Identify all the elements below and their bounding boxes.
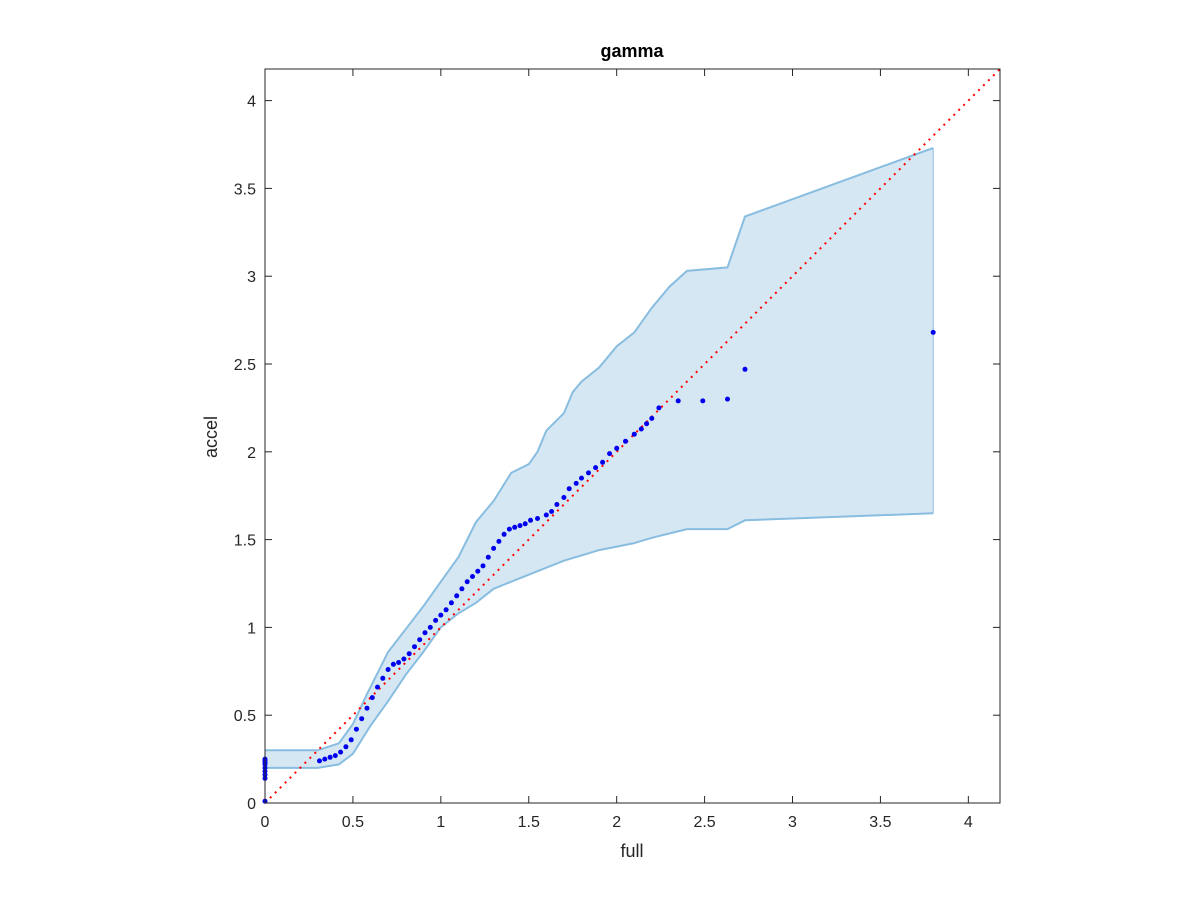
- data-point: [322, 756, 328, 762]
- y-tick-label: 1: [247, 620, 256, 637]
- data-point: [338, 749, 344, 755]
- confidence-band-lower: [265, 512, 934, 769]
- data-point: [485, 554, 491, 560]
- data-point: [327, 754, 333, 760]
- data-point: [607, 451, 613, 457]
- x-tick-label: 4: [964, 814, 973, 831]
- data-point: [600, 459, 606, 465]
- confidence-band-upper: [265, 147, 934, 752]
- data-point: [470, 574, 475, 579]
- data-point: [535, 516, 540, 521]
- data-point: [353, 726, 359, 732]
- data-point: [512, 524, 518, 530]
- data-point: [332, 753, 338, 759]
- y-tick-label: 3.5: [234, 181, 256, 198]
- data-point: [742, 366, 748, 372]
- data-point: [554, 502, 560, 507]
- x-tick-label: 3.5: [869, 814, 891, 831]
- data-point: [638, 426, 644, 432]
- data-point: [700, 398, 706, 404]
- data-point: [506, 526, 512, 532]
- y-tick-label: 3: [247, 269, 256, 286]
- data-point: [448, 600, 454, 606]
- data-point: [459, 586, 465, 592]
- x-tick-label: 1: [436, 814, 445, 831]
- data-point: [380, 675, 386, 681]
- data-point: [561, 495, 567, 500]
- data-point: [725, 396, 730, 402]
- y-tick-label: 0: [247, 796, 256, 813]
- data-point: [385, 667, 391, 672]
- data-point: [454, 593, 460, 599]
- data-point: [359, 716, 365, 722]
- x-tick-label: 0.5: [342, 814, 364, 831]
- x-tick-label: 0: [261, 814, 270, 831]
- y-tick-label: 0.5: [234, 708, 256, 725]
- data-point: [614, 445, 620, 451]
- data-point: [501, 531, 507, 537]
- data-point: [522, 521, 528, 527]
- data-point: [549, 509, 555, 514]
- data-point: [412, 644, 417, 650]
- chart-title: gamma: [600, 41, 664, 61]
- x-tick-label: 1.5: [518, 814, 540, 831]
- data-point: [422, 630, 428, 636]
- data-point: [573, 480, 579, 486]
- plot-area: [262, 68, 1001, 804]
- y-tick-label: 2: [247, 445, 256, 462]
- data-point: [427, 624, 433, 630]
- data-point: [438, 612, 444, 618]
- data-point: [406, 651, 412, 657]
- data-point: [623, 438, 628, 444]
- data-point: [475, 568, 481, 574]
- x-tick-label: 2: [612, 814, 621, 831]
- data-point: [369, 695, 375, 701]
- data-point: [390, 661, 396, 667]
- data-point: [644, 421, 650, 427]
- x-axis-label: full: [620, 841, 643, 861]
- y-axis-label: accel: [201, 416, 221, 458]
- data-point: [579, 475, 584, 481]
- data-point: [649, 415, 655, 421]
- data-point: [543, 512, 549, 518]
- data-point: [496, 538, 502, 544]
- data-point: [517, 523, 523, 529]
- data-point: [396, 660, 402, 665]
- data-point: [464, 579, 470, 585]
- data-point: [375, 684, 380, 690]
- data-point: [401, 656, 407, 662]
- data-point: [930, 329, 936, 335]
- data-point: [343, 744, 349, 750]
- x-tick-label: 2.5: [693, 814, 715, 831]
- data-point: [317, 758, 322, 764]
- data-point: [566, 486, 572, 492]
- data-point: [417, 637, 423, 643]
- axes-box: [264, 68, 1001, 804]
- x-tick-label: 3: [788, 814, 797, 831]
- data-point: [656, 405, 662, 411]
- data-point: [491, 545, 497, 551]
- data-point: [586, 470, 591, 476]
- y-tick-label: 4: [247, 94, 256, 111]
- axes: 0 0.5 1 1.5 2 2.5 3 3.5 4 0 0.5 1 1.5 2 2.5 3 3.5 4: [234, 68, 1001, 831]
- data-point: [443, 607, 449, 613]
- data-point: [631, 431, 637, 437]
- data-point: [364, 705, 370, 711]
- data-point: [480, 563, 486, 569]
- data-point: [675, 398, 681, 404]
- data-point: [433, 617, 439, 623]
- data-point: [348, 737, 354, 743]
- y-tick-label: 2.5: [234, 357, 256, 374]
- reference-line: [264, 68, 1001, 804]
- data-point: [528, 517, 533, 523]
- data-point: [593, 465, 599, 471]
- confidence-band-fill: [265, 148, 934, 768]
- y-tick-label: 1.5: [234, 533, 256, 550]
